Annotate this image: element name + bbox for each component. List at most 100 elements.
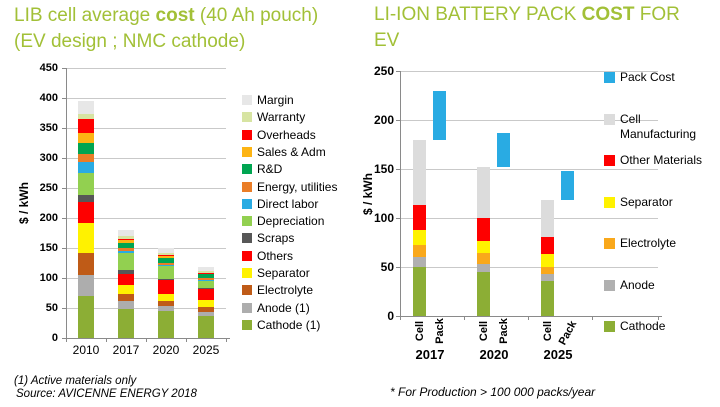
x-bar-label-cell: Cell (414, 320, 426, 342)
bar-segment-electrolyte (198, 307, 214, 313)
y-tick-label: 50 (45, 302, 58, 314)
bar-segment-electrolyte (118, 293, 134, 302)
bar-segment-sales-adm (118, 240, 134, 244)
legend-swatch-cathode-1 (242, 319, 252, 330)
bar-segment-warranty (198, 270, 214, 273)
legend-swatch-anode-1 (242, 302, 252, 313)
bar-segment-r-d (118, 243, 134, 248)
bar-segment-others (78, 201, 94, 224)
y-tick-label: 100 (39, 272, 58, 284)
legend-swatch-other-materials (604, 155, 615, 166)
legend-swatch-electrolyte (604, 238, 615, 249)
bar-segment-separator (78, 223, 94, 254)
y-tick-label: 200 (39, 212, 58, 224)
legend-label-cell-manufacturing: Cell Manufacturing (620, 111, 697, 141)
bar-segment-overheads (78, 119, 94, 133)
bar-segment-r-d (198, 274, 214, 278)
bar-segment-electrolyte (158, 301, 174, 307)
x-axis-tick (146, 338, 147, 342)
y-axis-tick (62, 188, 66, 189)
bar-segment-direct-labor (118, 251, 134, 254)
left-footnote-1: (1) Active materials only (14, 375, 137, 387)
gridline (401, 267, 658, 268)
right-title-post: FOR EV (374, 4, 680, 51)
gridline (401, 169, 658, 170)
gridline (67, 308, 226, 309)
bar-segment-anode-1 (198, 312, 214, 317)
y-axis-tick (62, 248, 66, 249)
legend-swatch-sales-adm (242, 146, 252, 157)
bar-segment-scraps (78, 195, 94, 202)
bar-segment-depreciation (158, 266, 174, 280)
bar-segment-depreciation (118, 253, 134, 271)
bar-segment-r-d (158, 258, 174, 263)
gridline (401, 71, 658, 72)
x-group-label: 2017 (415, 347, 445, 362)
y-tick-label: 350 (39, 122, 58, 134)
x-category-label: 2025 (192, 343, 220, 357)
gridline (67, 128, 226, 129)
x-axis-tick (66, 338, 67, 342)
x-group-label: 2020 (479, 347, 509, 362)
y-tick-label: 250 (39, 182, 58, 194)
y-axis-tick (396, 169, 400, 170)
bar-segment-anode (413, 257, 426, 267)
bar-segment-cathode-1 (78, 296, 94, 338)
gridline (67, 68, 226, 69)
y-tick-label: 300 (39, 152, 58, 164)
bar-segment-warranty (78, 114, 94, 119)
x-axis-tick (464, 316, 465, 320)
bar-segment-cell-manufacturing (477, 167, 490, 218)
legend-label-cathode-1: Cathode (1) (257, 317, 321, 332)
legend-swatch-pack-cost (604, 72, 615, 83)
right-chart-title: LI-ION BATTERY PACK COST FOR EV (374, 2, 710, 54)
gridline (67, 278, 226, 279)
legend-swatch-warranty (242, 112, 252, 123)
bar-segment-warranty (118, 236, 134, 239)
legend-label-overheads: Overheads (257, 127, 316, 142)
x-axis-tick (592, 316, 593, 320)
left-chart-subtitle: (EV design ; NMC cathode) (14, 31, 246, 52)
bar-segment-separator (158, 294, 174, 302)
legend-label-separator: Separator (620, 194, 673, 209)
left-chart-title: LIB cell average cost (40 Ah pouch) (14, 3, 318, 29)
legend-swatch-overheads (242, 129, 252, 140)
x-axis-tick (226, 338, 227, 342)
bar-segment-cell-manufacturing (413, 139, 426, 206)
bar-segment-other-materials (541, 236, 554, 255)
legend-swatch-direct-labor (242, 198, 252, 209)
legend-swatch-cathode (604, 321, 615, 332)
bar-segment-separator (477, 240, 490, 254)
x-axis-tick (106, 338, 107, 342)
legend-swatch-anode (604, 279, 615, 291)
gridline (67, 218, 226, 219)
y-tick-label: 250 (373, 64, 394, 78)
y-axis-tick (396, 218, 400, 219)
y-axis-tick (62, 338, 66, 339)
bar-segment-sales-adm (78, 132, 94, 143)
y-axis-tick (62, 68, 66, 69)
bar-segment-overheads (158, 254, 174, 256)
bar-segment-separator (118, 285, 134, 294)
left-title-pre: LIB cell average (14, 5, 156, 26)
bar-segment-pack-cost (561, 170, 574, 201)
gridline (67, 188, 226, 189)
bar-segment-margin (118, 230, 134, 236)
bar-segment-anode (541, 273, 554, 281)
legend-label-electrolyte: Electrolyte (257, 283, 314, 298)
legend-label-anode-1: Anode (1) (257, 300, 310, 315)
gridline (401, 120, 658, 121)
bar-segment-electrolyte (541, 267, 554, 274)
y-tick-label: 150 (373, 162, 394, 176)
legend-swatch-separator (242, 268, 252, 278)
bar-segment-electrolyte (413, 245, 426, 258)
bar-segment-electrolyte (477, 253, 490, 265)
bar-segment-cathode (477, 271, 490, 316)
x-bar-label-cell: Cell (478, 320, 490, 342)
y-axis-tick (62, 278, 66, 279)
y-tick-label: 50 (380, 260, 394, 274)
x-axis-line (396, 316, 662, 317)
gridline (67, 98, 226, 99)
